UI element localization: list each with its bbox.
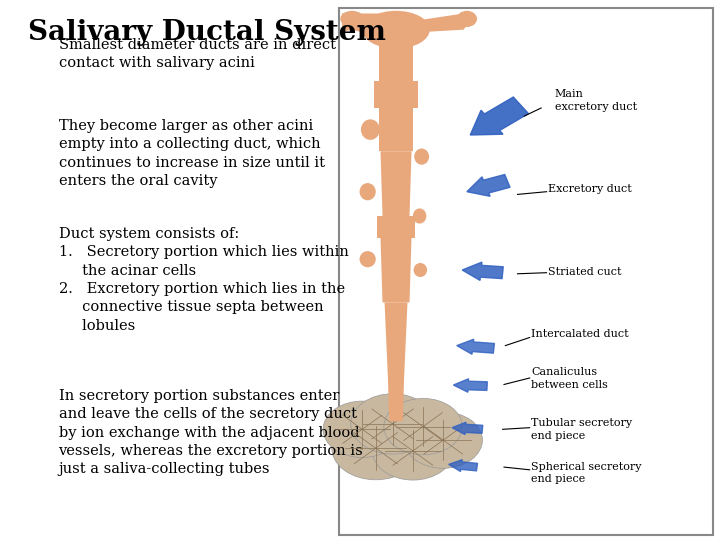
Polygon shape [377,216,415,238]
Ellipse shape [413,263,427,277]
Polygon shape [410,14,470,32]
Ellipse shape [413,208,426,224]
Text: They become larger as other acini
empty into a collecting duct, which
continues : They become larger as other acini empty … [58,119,325,188]
Text: Smallest diameter ducts are in direct
contact with salivary acini: Smallest diameter ducts are in direct co… [58,38,336,70]
Text: Salivary Ductal System: Salivary Ductal System [28,19,386,46]
Ellipse shape [414,148,429,165]
FancyArrow shape [470,97,528,135]
Text: Canaliculus
between cells: Canaliculus between cells [531,367,608,389]
Ellipse shape [361,119,380,140]
Ellipse shape [359,183,376,200]
Polygon shape [342,14,352,24]
Polygon shape [380,151,412,216]
Polygon shape [342,14,402,38]
Polygon shape [380,238,412,302]
Text: Duct system consists of:
1.   Secretory portion which lies within
     the acina: Duct system consists of: 1. Secretory po… [58,227,348,333]
FancyArrow shape [449,460,477,471]
FancyArrow shape [454,379,487,392]
Polygon shape [384,302,408,378]
FancyArrow shape [452,422,482,435]
Ellipse shape [351,394,434,454]
Polygon shape [374,81,418,108]
Ellipse shape [456,11,477,27]
Ellipse shape [384,399,462,455]
FancyArrow shape [456,339,495,354]
Ellipse shape [323,401,402,457]
Bar [338,8,714,535]
Text: Spherical secretory
end piece: Spherical secretory end piece [531,462,642,484]
FancyArrow shape [462,262,503,280]
Text: Striated cuct: Striated cuct [548,267,621,278]
Ellipse shape [341,11,364,27]
Ellipse shape [362,11,430,49]
Ellipse shape [404,412,482,468]
Ellipse shape [359,251,376,267]
Text: Tubular secretory
end piece: Tubular secretory end piece [531,418,632,441]
Polygon shape [379,38,413,151]
Ellipse shape [332,417,420,480]
Text: Main
excretory duct: Main excretory duct [554,89,636,111]
Text: Intercalated duct: Intercalated duct [531,329,629,340]
FancyArrow shape [467,174,510,197]
Polygon shape [388,378,404,421]
Ellipse shape [372,422,454,480]
Text: In secretory portion substances enter
and leave the cells of the secretory duct
: In secretory portion substances enter an… [58,389,364,476]
Text: Excretory duct: Excretory duct [548,184,631,194]
Polygon shape [342,14,369,32]
